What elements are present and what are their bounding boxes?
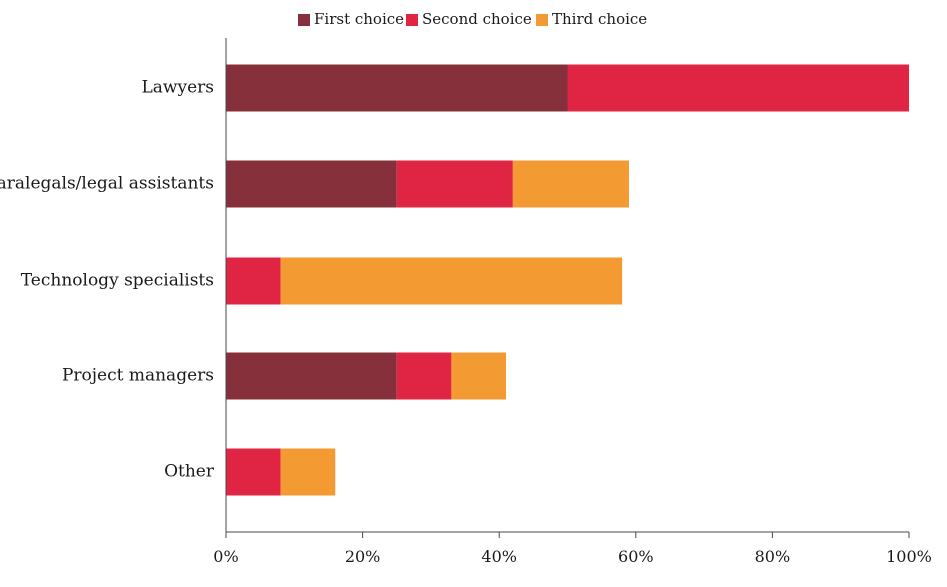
bar-paralegals-legal-assistants-second-choice xyxy=(396,160,513,208)
legend-label-first-choice: First choice xyxy=(314,10,404,28)
x-tick-label: 100% xyxy=(886,547,932,566)
x-tick-label: 60% xyxy=(618,547,654,566)
bar-project-managers-second-choice xyxy=(396,352,452,400)
legend-swatch-second-choice xyxy=(406,14,418,26)
legend-swatch-first-choice xyxy=(298,14,310,26)
category-label-paralegals-legal-assistants: Paralegals/legal assistants xyxy=(0,174,214,194)
x-tick-label: 20% xyxy=(345,547,381,566)
category-label-lawyers: Lawyers xyxy=(142,78,215,98)
bar-project-managers-third-choice xyxy=(451,352,507,400)
category-label-technology-specialists: Technology specialists xyxy=(21,271,214,291)
bar-lawyers-second-choice xyxy=(567,64,909,112)
legend: First choice Second choice Third choice xyxy=(298,10,647,28)
x-tick-label: 80% xyxy=(755,547,791,566)
category-label-project-managers: Project managers xyxy=(62,366,214,386)
x-axis-ticks: 0% 20% 40% 60% 80% 100% xyxy=(213,532,932,566)
bar-other-third-choice xyxy=(280,448,336,496)
x-tick-label: 40% xyxy=(481,547,517,566)
bar-project-managers-first-choice xyxy=(226,352,397,400)
legend-label-third-choice: Third choice xyxy=(552,10,647,28)
legend-swatch-third-choice xyxy=(536,14,548,26)
bar-technology-specialists-second-choice xyxy=(226,257,281,305)
bars xyxy=(226,64,909,496)
bar-paralegals-legal-assistants-first-choice xyxy=(226,160,397,208)
bar-paralegals-legal-assistants-third-choice xyxy=(512,160,629,208)
x-tick-label: 0% xyxy=(213,547,238,566)
category-label-other: Other xyxy=(164,462,215,482)
bar-other-second-choice xyxy=(226,448,281,496)
bar-technology-specialists-third-choice xyxy=(280,257,623,305)
category-labels: Lawyers Paralegals/legal assistants Techno… xyxy=(0,78,215,482)
legend-label-second-choice: Second choice xyxy=(422,10,532,28)
bar-lawyers-first-choice xyxy=(226,64,568,112)
axes xyxy=(225,38,909,533)
